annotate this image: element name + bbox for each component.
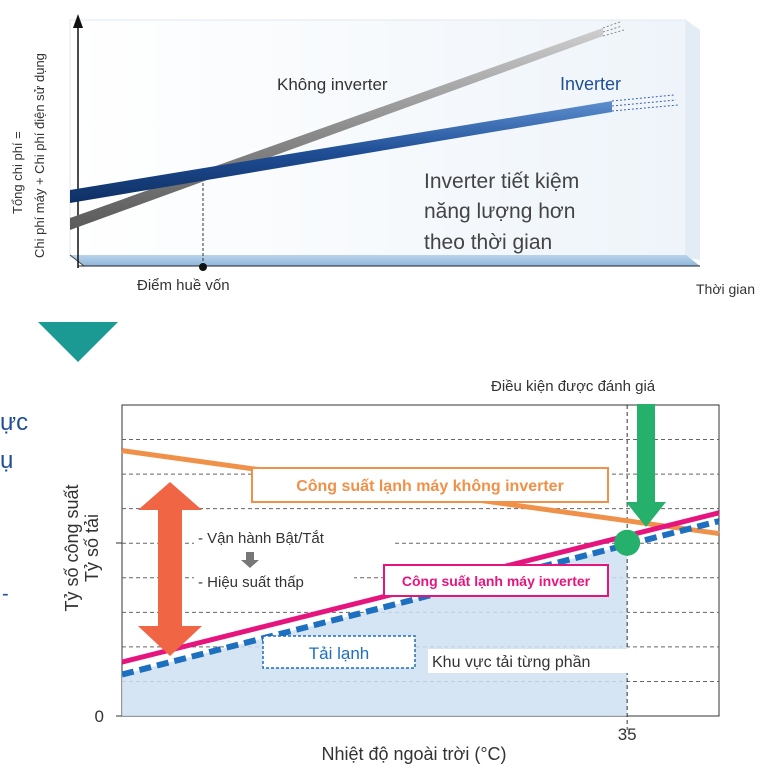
onoff-double-arrow <box>138 482 202 656</box>
saving-text-line1: Inverter tiết kiệm <box>424 170 579 193</box>
y-tick-label: 0 <box>95 707 104 726</box>
top-y-axis-label-line2: Chi phí máy + Chi phí điện sử dụng <box>32 53 47 258</box>
partial-load-label-bg <box>428 649 646 673</box>
top-depth-line <box>69 254 85 267</box>
bottom-x-axis-label: Nhiệt độ ngoài trời (°C) <box>321 744 506 764</box>
side-text-1: ực <box>0 409 28 436</box>
onoff-down-arrow <box>241 552 259 568</box>
top-y-axis-label-line1: Tổng chi phí = <box>10 131 25 214</box>
side-text-2: ụ <box>0 447 13 474</box>
bottom-chart: Công suất lạnh máy không inverter Công s… <box>62 378 720 764</box>
x-tick-label: 35 <box>618 725 637 744</box>
low-eff-label-bg <box>194 570 354 592</box>
series-line-inverter <box>70 94 679 203</box>
cooling-load-label: Tải lạnh <box>309 644 369 663</box>
bottom-y-axis-label-line2: Tỷ số tải <box>82 514 102 582</box>
breakeven-label: Điểm huề vốn <box>137 277 230 294</box>
top-x-axis-label: Thời gian <box>696 281 755 297</box>
non-inverter-label-box <box>251 467 609 503</box>
onoff-label: - Vận hành Bật/Tắt <box>198 530 325 547</box>
bottom-y-axis-label-line1: Tỷ số công suất <box>62 484 82 611</box>
rated-condition-label: Điều kiện được đánh giá <box>491 378 656 395</box>
top-chart: Không inverter Inverter Inverter tiết ki… <box>10 14 755 297</box>
breakeven-point <box>199 263 207 271</box>
non-inverter-label: Công suất lạnh máy không inverter <box>296 478 564 495</box>
side-mark: - <box>2 583 9 605</box>
series-label-non-inverter: Không inverter <box>277 75 388 94</box>
saving-text-line2: năng lượng hơn <box>424 200 575 223</box>
cooling-load-label-box <box>262 635 416 669</box>
low-eff-label: - Hiệu suất thấp <box>198 574 304 591</box>
inverter-label: Công suất lạnh máy inverter <box>402 573 591 589</box>
top-y-axis-arrow <box>73 14 83 28</box>
onoff-label-bg <box>194 526 394 548</box>
series-label-inverter: Inverter <box>560 74 621 94</box>
partial-load-label: Khu vực tải từng phần <box>432 654 590 671</box>
top-panel-background <box>69 19 687 259</box>
down-triangle <box>38 322 118 362</box>
top-platform <box>70 255 700 266</box>
saving-text-line3: theo thời gian <box>424 231 552 254</box>
top-panel-side <box>686 20 700 260</box>
rated-point <box>614 529 641 556</box>
rated-arrow <box>626 404 666 527</box>
inverter-label-box <box>383 564 609 597</box>
